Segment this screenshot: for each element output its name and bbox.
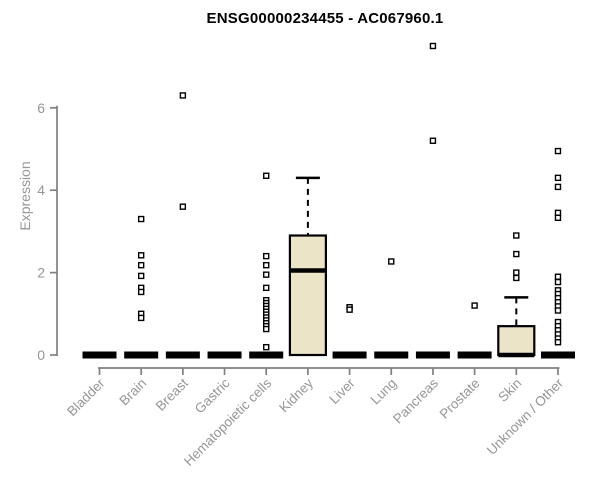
outlier-point-hematopoietic-cells bbox=[263, 271, 270, 278]
outlier-point-hematopoietic-cells bbox=[263, 172, 270, 179]
outlier-point-unknown-other bbox=[554, 174, 562, 182]
category-label: Prostate bbox=[437, 376, 483, 422]
category-label: Skin bbox=[495, 376, 524, 405]
category-label: Breast bbox=[153, 375, 191, 413]
category-label: Pancreas bbox=[390, 375, 441, 426]
box-kidney bbox=[288, 234, 327, 357]
outlier-point-unknown-other bbox=[554, 307, 562, 314]
category-label: Lung bbox=[368, 376, 400, 408]
outlier-point-breast bbox=[179, 92, 187, 99]
outlier-point-brain bbox=[137, 215, 145, 223]
outlier-point-hematopoietic-cells bbox=[263, 261, 270, 269]
outlier-point-hematopoietic-cells bbox=[263, 284, 270, 292]
outlier-point-brain bbox=[137, 261, 145, 269]
category-label: Bladder bbox=[64, 375, 108, 419]
y-tick-label: 0 bbox=[37, 347, 45, 363]
outlier-point-breast bbox=[179, 203, 187, 210]
zero-box-liver bbox=[332, 351, 367, 359]
chart-title: ENSG00000234455 - AC067960.1 bbox=[206, 10, 444, 27]
outlier-point-hematopoietic-cells bbox=[263, 252, 270, 260]
y-tick-label: 4 bbox=[37, 182, 45, 198]
zero-box-gastric bbox=[207, 351, 242, 359]
category-label: Kidney bbox=[276, 375, 316, 415]
outlier-point-hematopoietic-cells bbox=[263, 325, 270, 333]
zero-box-breast bbox=[165, 351, 200, 359]
outlier-point-brain bbox=[137, 288, 145, 296]
outlier-point-brain bbox=[137, 314, 145, 322]
zero-box-bladder bbox=[82, 351, 117, 359]
outlier-point-skin bbox=[513, 250, 520, 258]
category-label: Brain bbox=[116, 376, 149, 409]
outlier-point-unknown-other bbox=[554, 214, 562, 222]
zero-box-brain bbox=[124, 351, 159, 359]
outlier-point-skin bbox=[513, 232, 520, 239]
outlier-point-unknown-other bbox=[554, 273, 562, 280]
outlier-point-lung bbox=[388, 258, 395, 265]
category-label: Gastric bbox=[192, 375, 233, 416]
zero-box-prostate bbox=[457, 351, 492, 359]
outlier-point-pancreas bbox=[429, 42, 437, 50]
category-label: Unknown / Other bbox=[484, 375, 567, 458]
outlier-point-unknown-other bbox=[554, 147, 562, 155]
outlier-point-hematopoietic-cells bbox=[263, 343, 270, 351]
outlier-point-liver bbox=[346, 306, 353, 313]
outlier-point-skin bbox=[513, 269, 520, 276]
outlier-point-unknown-other bbox=[554, 339, 562, 346]
outlier-point-pancreas bbox=[429, 137, 437, 144]
zero-box-lung bbox=[374, 351, 409, 359]
zero-box-pancreas bbox=[415, 351, 450, 359]
outlier-point-skin bbox=[513, 274, 520, 282]
y-tick-label: 2 bbox=[37, 265, 45, 281]
outlier-point-prostate bbox=[471, 302, 478, 309]
outlier-point-brain bbox=[137, 272, 145, 280]
category-label: Liver bbox=[326, 375, 358, 407]
zero-box-hematopoietic-cells bbox=[249, 351, 284, 359]
outlier-point-unknown-other bbox=[554, 278, 562, 286]
y-tick-label: 6 bbox=[37, 100, 45, 116]
outlier-point-unknown-other bbox=[554, 183, 562, 191]
zero-box-unknown-other bbox=[540, 351, 575, 359]
outlier-point-brain bbox=[137, 252, 145, 259]
box-skin bbox=[497, 325, 536, 357]
